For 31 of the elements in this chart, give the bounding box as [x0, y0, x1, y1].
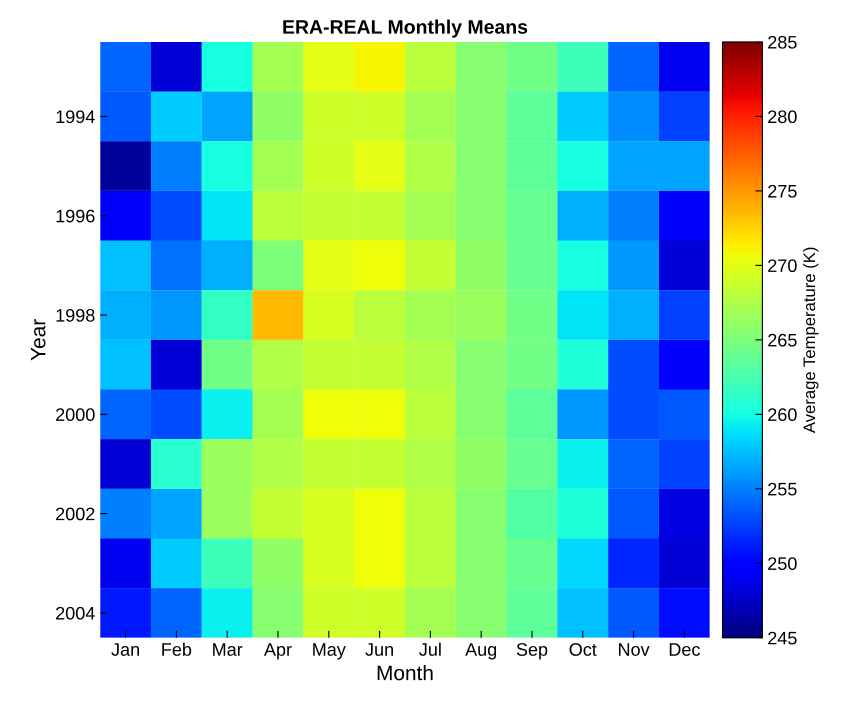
x-tick-label: Apr — [264, 643, 292, 660]
x-tick-label: Jan — [111, 643, 139, 656]
x-tick-label: Mar — [213, 643, 242, 656]
color-bar-label: 265 — [768, 334, 797, 347]
y-tick-label: 2004 — [56, 606, 95, 620]
color-bar-label: 255 — [768, 482, 797, 496]
color-bar-label: 250 — [768, 557, 797, 570]
x-tick-label: Oct — [570, 643, 597, 656]
x-axis-title: Month — [378, 665, 433, 680]
x-tick-label: Aug — [465, 643, 496, 660]
color-bar-title: Average Temperature (K) — [802, 248, 818, 434]
x-tick-label: Jun — [365, 643, 393, 656]
x-tick-label: Feb — [162, 642, 192, 656]
color-bar-label: 270 — [768, 259, 797, 272]
y-tick-label: 1994 — [56, 110, 95, 124]
x-tick-label: Jul — [419, 642, 441, 656]
color-bar-label: 245 — [768, 632, 797, 644]
y-axis-title: Year — [30, 319, 46, 360]
x-tick-label: Sep — [516, 643, 548, 660]
y-tick-label: 1996 — [56, 210, 95, 222]
chart-title: ERA-REAL Monthly Means — [283, 20, 528, 38]
color-bar-label: 275 — [768, 184, 797, 198]
y-tick-label: 1998 — [56, 308, 95, 322]
x-tick-label: Nov — [618, 643, 650, 656]
color-bar-label: 280 — [768, 110, 797, 124]
y-tick-label: 2000 — [56, 408, 95, 422]
color-bar-label: 260 — [768, 408, 797, 422]
x-tick-label: Dec — [670, 643, 700, 656]
x-tick-label: May — [313, 643, 346, 660]
y-tick-label: 2002 — [56, 508, 94, 520]
color-bar-label: 285 — [768, 36, 797, 49]
